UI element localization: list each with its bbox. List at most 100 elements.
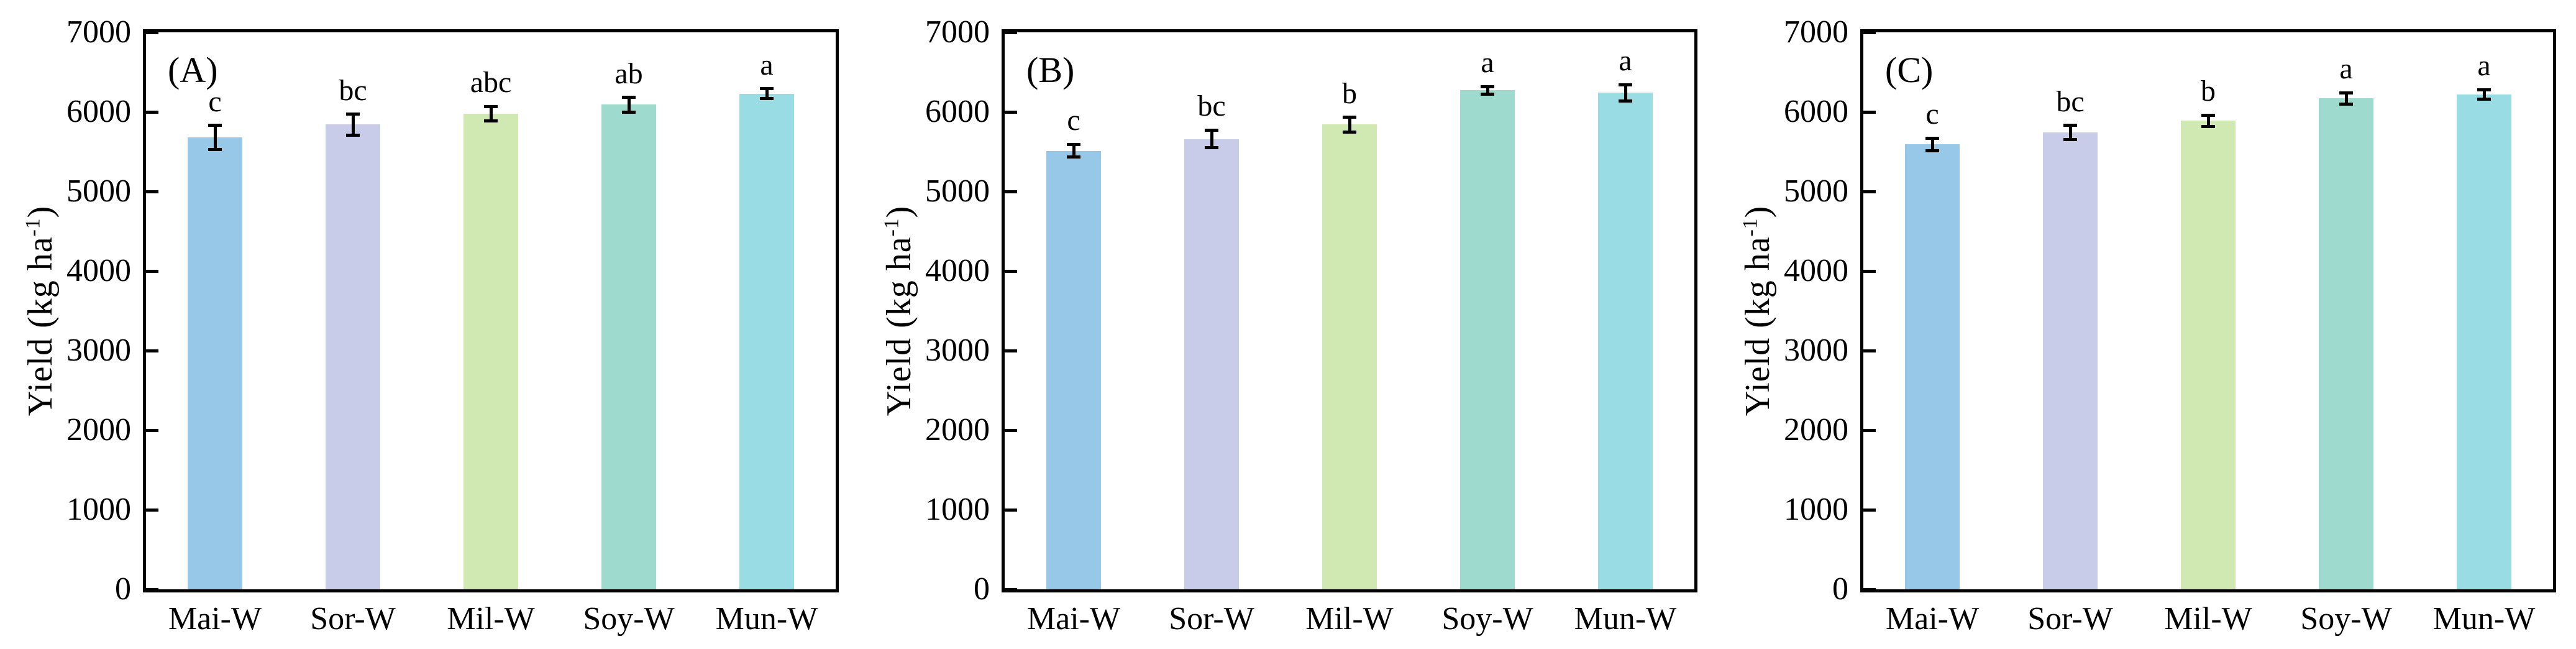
error-cap-bottom-mai-w xyxy=(1067,155,1080,159)
x-label-mun-w: Mun-W xyxy=(1574,601,1677,637)
bar-mai-w xyxy=(188,137,242,589)
y-tick xyxy=(1005,349,1017,352)
y-tick xyxy=(1005,190,1017,193)
sig-letter-sor-w: bc xyxy=(339,73,367,107)
y-tick xyxy=(146,269,158,273)
error-bar-mun-w xyxy=(765,88,769,99)
y-tick-label: 6000 xyxy=(1784,94,1848,129)
panel-label: (C) xyxy=(1885,50,1934,90)
bar-soy-w xyxy=(1460,90,1515,589)
plot-area: (C) c bc b a a xyxy=(1860,29,2556,592)
sig-letter-mai-w: c xyxy=(208,85,222,118)
y-tick xyxy=(146,508,158,512)
y-tick xyxy=(1863,587,1876,591)
y-tick-label: 6000 xyxy=(925,94,990,129)
y-tick-label: 2000 xyxy=(66,412,131,448)
error-bar-sor-w xyxy=(2068,125,2072,140)
sig-letter-sor-w: bc xyxy=(2056,85,2085,118)
error-bar-mun-w xyxy=(1624,85,1627,101)
y-tick xyxy=(1863,349,1876,352)
error-cap-bottom-mil-w xyxy=(2201,124,2215,128)
y-tick xyxy=(1005,508,1017,512)
y-tick-label: 5000 xyxy=(66,173,131,209)
y-tick xyxy=(1863,269,1876,273)
bar-sor-w xyxy=(2043,132,2098,589)
y-tick xyxy=(1863,428,1876,432)
y-tick xyxy=(1005,110,1017,114)
y-tick-label: 2000 xyxy=(925,412,990,448)
y-tick xyxy=(146,30,158,34)
error-cap-bottom-mil-w xyxy=(484,119,498,122)
error-bar-mil-w xyxy=(2206,115,2210,127)
error-cap-top-sor-w xyxy=(346,113,360,116)
sig-letter-mun-w: a xyxy=(2477,49,2491,83)
y-tick xyxy=(1005,428,1017,432)
y-tick-label: 0 xyxy=(1832,571,1848,607)
x-label-sor-w: Sor-W xyxy=(2027,601,2113,637)
y-tick xyxy=(1005,587,1017,591)
sig-letter-mai-w: c xyxy=(1925,98,1939,131)
sig-letter-mil-w: b xyxy=(1342,76,1357,110)
sig-letter-soy-w: ab xyxy=(614,57,643,90)
bar-sor-w xyxy=(1184,139,1239,589)
bar-mil-w xyxy=(1322,124,1377,589)
x-label-mil-w: Mil-W xyxy=(2164,601,2252,637)
y-tick-label: 6000 xyxy=(66,94,131,129)
y-tick xyxy=(146,587,158,591)
error-bar-mai-w xyxy=(213,125,217,150)
y-tick-label: 7000 xyxy=(1784,14,1848,50)
plot-area: (B) c bc b a a xyxy=(1002,29,1697,592)
panel-b: Yield (kg ha-1) (B) c bc b a a 0 1000 2000 3000 400… xyxy=(859,0,1717,649)
sig-letter-mun-w: a xyxy=(760,48,774,81)
error-cap-top-soy-w xyxy=(2339,91,2353,94)
bar-mil-w xyxy=(464,113,518,589)
sig-letter-mai-w: c xyxy=(1067,104,1080,137)
error-cap-top-mun-w xyxy=(2477,88,2491,91)
error-bar-soy-w xyxy=(2344,93,2348,104)
error-bar-mun-w xyxy=(2482,90,2486,99)
error-bar-mil-w xyxy=(489,106,493,121)
x-label-soy-w: Soy-W xyxy=(2300,601,2392,637)
x-label-sor-w: Sor-W xyxy=(1169,601,1254,637)
error-cap-bottom-mun-w xyxy=(2477,98,2491,101)
sig-letter-mun-w: a xyxy=(1619,44,1632,78)
y-tick xyxy=(146,349,158,352)
error-cap-bottom-soy-w xyxy=(1481,93,1494,96)
y-tick xyxy=(146,428,158,432)
error-bar-soy-w xyxy=(627,97,631,112)
bar-mun-w xyxy=(739,93,794,589)
error-cap-bottom-mil-w xyxy=(1343,130,1356,134)
y-tick xyxy=(1863,30,1876,34)
y-tick-label: 4000 xyxy=(1784,253,1848,288)
error-bar-sor-w xyxy=(1210,130,1213,148)
bar-mai-w xyxy=(1046,150,1101,589)
sig-letter-soy-w: a xyxy=(2339,52,2353,86)
sig-letter-mil-w: b xyxy=(2201,75,2216,108)
error-cap-bottom-sor-w xyxy=(1205,146,1218,150)
error-cap-bottom-mai-w xyxy=(1925,149,1939,153)
y-tick xyxy=(1005,269,1017,273)
error-cap-bottom-mun-w xyxy=(1619,99,1632,103)
bar-sor-w xyxy=(326,124,380,589)
error-cap-top-mai-w xyxy=(1925,136,1939,140)
error-cap-top-soy-w xyxy=(622,96,636,99)
bar-mun-w xyxy=(1598,93,1653,589)
y-tick-label: 0 xyxy=(115,571,131,607)
error-cap-top-mun-w xyxy=(760,87,774,91)
x-label-soy-w: Soy-W xyxy=(1441,601,1533,637)
y-tick-label: 3000 xyxy=(66,333,131,368)
y-axis-label-superscript: -1 xyxy=(880,218,903,237)
y-axis-label-superscript: -1 xyxy=(21,218,45,237)
x-label-sor-w: Sor-W xyxy=(310,601,396,637)
error-bar-sor-w xyxy=(351,114,355,136)
plot-area: (A) c bc abc ab a xyxy=(143,29,839,592)
y-tick xyxy=(1005,30,1017,34)
y-tick-label: 5000 xyxy=(1784,173,1848,209)
y-axis-label-superscript: -1 xyxy=(1738,218,1762,237)
y-tick-label: 4000 xyxy=(66,253,131,288)
x-label-mil-w: Mil-W xyxy=(447,601,535,637)
y-tick-label: 2000 xyxy=(1784,412,1848,448)
bar-soy-w xyxy=(2319,98,2373,589)
error-cap-bottom-mun-w xyxy=(760,96,774,100)
bar-mun-w xyxy=(2457,94,2511,589)
